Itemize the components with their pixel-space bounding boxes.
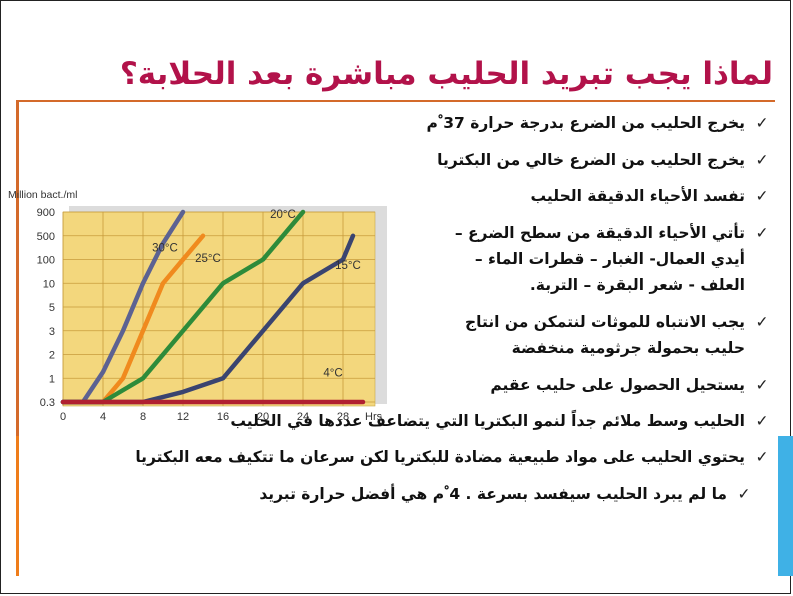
y-tick-label: 3 (49, 326, 55, 338)
bullet-item: ✓يحتوي الحليب على مواد طبيعية مضادة للبك… (135, 446, 773, 468)
y-tick-label: 0.3 (40, 397, 55, 409)
check-icon: ✓ (755, 114, 769, 132)
bullet-item: ✓تأتي الأحياء الدقيقة من سطح الضرع – (455, 222, 773, 244)
slide-title: لماذا يجب تبريد الحليب مباشرة بعد الحلاب… (119, 56, 773, 92)
x-tick-label: 24 (297, 411, 309, 423)
bullet-item: ✓تفسد الأحياء الدقيقة الحليب (531, 185, 773, 207)
bullet-continuation: العلف - شعر البقرة – التربة. (529, 276, 745, 294)
right-accent-bar (778, 436, 793, 576)
series-label: 15°C (335, 260, 361, 272)
y-tick-label: 1 (49, 373, 55, 385)
bullet-continuation: أيدي العمال- الغبار – قطرات الماء – (474, 250, 745, 268)
check-icon: ✓ (755, 224, 769, 242)
bullet-item: ✓الحليب وسط ملائم جداً لنمو البكتريا الت… (230, 410, 773, 432)
check-icon: ✓ (755, 412, 769, 430)
left-accent-bar (16, 436, 19, 576)
y-tick-label: 10 (43, 278, 55, 290)
bullet-item: ✓ما لم يبرد الحليب سيفسد بسرعة . 4 ْم هي… (259, 483, 755, 505)
y-tick-label: 5 (49, 302, 55, 314)
y-tick-label: 900 (37, 207, 55, 219)
bacteria-growth-chart: Million bact./ml 0 4 8 12 16 20 24 28 Hrs0.31235… (8, 189, 387, 423)
x-tick-label: 28 (337, 411, 349, 423)
check-icon: ✓ (755, 448, 769, 466)
title-divider (16, 100, 775, 102)
y-tick-label: 2 (49, 350, 55, 362)
bullet-continuation: حليب بحمولة جرثومية منخفضة (511, 339, 745, 357)
x-tick-label: 20 (257, 411, 269, 423)
bullet-item: ✓يخرج الحليب من الضرع خالي من البكتريا (437, 149, 773, 171)
y-tick-label: 500 (37, 231, 55, 243)
x-tick-label: 8 (140, 411, 146, 423)
series-label: 20°C (270, 209, 296, 221)
x-axis-label: Hrs (365, 411, 383, 423)
x-tick-label: 16 (217, 411, 229, 423)
check-icon: ✓ (755, 151, 769, 169)
chart-plot-area (62, 211, 376, 407)
bullet-item: ✓يخرج الحليب من الضرع بدرجة حرارة 37 ْم (427, 112, 773, 134)
y-tick-label: 100 (37, 255, 55, 267)
bullet-item: ✓يستحيل الحصول على حليب عقيم (490, 374, 773, 396)
left-divider (16, 100, 19, 436)
chart-ylabel: Million bact./ml (8, 189, 77, 201)
series-label: 30°C (152, 242, 178, 254)
bullet-item: ✓يجب الانتباه للموثات لنتمكن من انتاج (465, 311, 773, 333)
series-label: 4°C (323, 367, 342, 379)
x-tick-label: 0 (60, 411, 66, 423)
check-icon: ✓ (755, 187, 769, 205)
x-tick-label: 12 (177, 411, 189, 423)
check-icon: ✓ (737, 485, 751, 503)
check-icon: ✓ (755, 376, 769, 394)
series-label: 25°C (195, 253, 221, 265)
check-icon: ✓ (755, 313, 769, 331)
x-tick-label: 4 (100, 411, 106, 423)
